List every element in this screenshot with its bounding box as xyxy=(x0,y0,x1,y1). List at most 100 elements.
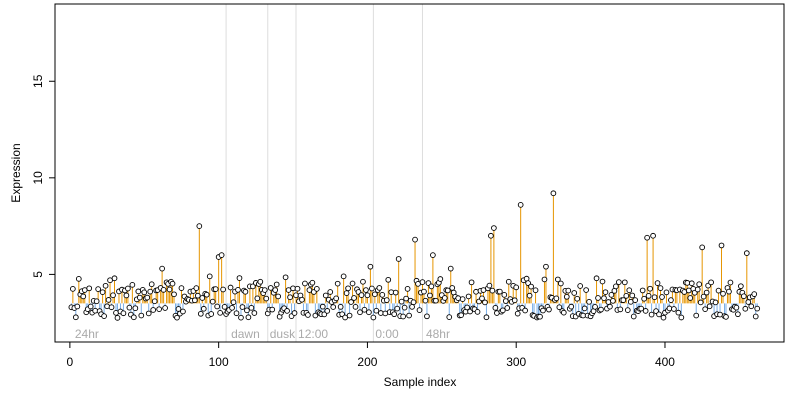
point-128 xyxy=(257,278,264,285)
point-53 xyxy=(145,310,152,317)
point-188 xyxy=(346,312,353,319)
point-395 xyxy=(654,280,661,286)
point-387 xyxy=(642,308,649,314)
point-132 xyxy=(263,295,270,302)
point-332 xyxy=(560,309,567,316)
point-306 xyxy=(522,307,528,314)
point-449 xyxy=(735,311,741,318)
point-95 xyxy=(208,311,215,317)
point-84 xyxy=(191,297,198,304)
point-55 xyxy=(148,281,155,288)
point-110 xyxy=(230,299,237,306)
point-441 xyxy=(723,314,729,320)
point-273 xyxy=(473,288,479,295)
point-64 xyxy=(162,305,168,311)
point-357 xyxy=(598,306,604,313)
point-115 xyxy=(238,314,244,321)
point-182 xyxy=(337,303,344,310)
point-354 xyxy=(593,275,600,282)
point-243 xyxy=(428,283,435,290)
point-230 xyxy=(409,303,415,310)
point-246 xyxy=(433,297,439,304)
point-274 xyxy=(474,309,481,315)
point-86 xyxy=(194,292,201,299)
point-284 xyxy=(489,287,496,294)
point-301 xyxy=(514,310,521,317)
point-256 xyxy=(447,265,454,272)
y-axis: 5 10 15 xyxy=(31,74,55,278)
point-461 xyxy=(752,313,759,320)
point-341 xyxy=(574,295,581,302)
point-411 xyxy=(678,314,685,321)
point-319 xyxy=(541,276,548,283)
point-438 xyxy=(718,242,725,249)
point-160 xyxy=(305,312,311,318)
point-255 xyxy=(446,314,453,320)
point-244 xyxy=(430,252,436,258)
point-399 xyxy=(660,314,667,321)
point-226 xyxy=(403,295,409,302)
point-228 xyxy=(406,312,412,319)
point-124 xyxy=(251,310,258,316)
point-29 xyxy=(110,292,116,299)
point-334 xyxy=(563,293,570,300)
point-146 xyxy=(284,308,290,314)
point-283 xyxy=(488,232,494,239)
point-322 xyxy=(546,306,552,313)
point-158 xyxy=(302,280,308,287)
point-204 xyxy=(370,314,377,321)
point-391 xyxy=(648,311,655,318)
point-210 xyxy=(379,292,386,298)
point-206 xyxy=(373,307,380,314)
point-136 xyxy=(269,306,276,313)
point-60 xyxy=(156,306,162,313)
period-dividers xyxy=(225,4,423,342)
point-285 xyxy=(491,225,497,231)
point-94 xyxy=(206,273,213,280)
point-237 xyxy=(419,279,426,285)
point-175 xyxy=(327,289,334,295)
point-374 xyxy=(623,292,630,299)
point-96 xyxy=(209,298,216,305)
point-173 xyxy=(324,308,331,314)
y-axis-title: Expression xyxy=(9,143,23,202)
period-label-5: 48hr xyxy=(426,327,450,341)
point-426 xyxy=(700,293,707,300)
point-292 xyxy=(501,292,508,298)
point-422 xyxy=(694,286,701,293)
point-430 xyxy=(706,303,713,310)
point-390 xyxy=(647,285,653,292)
point-439 xyxy=(720,290,726,297)
point-180 xyxy=(334,280,341,287)
point-223 xyxy=(398,298,405,305)
point-393 xyxy=(651,294,658,301)
y-tick-label-15: 15 xyxy=(31,74,45,88)
point-40 xyxy=(126,304,133,311)
point-203 xyxy=(369,285,375,292)
point-358 xyxy=(599,278,606,285)
point-303 xyxy=(517,202,524,208)
point-63 xyxy=(160,287,167,293)
point-73 xyxy=(175,306,182,312)
point-221 xyxy=(395,256,402,262)
point-220 xyxy=(394,305,401,312)
point-376 xyxy=(626,287,633,294)
point-131 xyxy=(261,287,268,293)
point-192 xyxy=(352,303,359,310)
point-112 xyxy=(233,310,240,317)
point-347 xyxy=(583,287,589,293)
point-102 xyxy=(218,252,225,258)
point-196 xyxy=(358,292,365,298)
point-386 xyxy=(641,295,648,302)
point-199 xyxy=(363,287,369,293)
point-18 xyxy=(93,298,100,305)
point-456 xyxy=(745,299,752,305)
point-418 xyxy=(688,280,695,287)
point-327 xyxy=(553,295,560,302)
point-409 xyxy=(675,309,682,316)
point-257 xyxy=(449,285,456,291)
point-238 xyxy=(421,288,427,295)
point-252 xyxy=(441,295,448,301)
point-263 xyxy=(458,312,465,319)
point-42 xyxy=(129,281,136,288)
